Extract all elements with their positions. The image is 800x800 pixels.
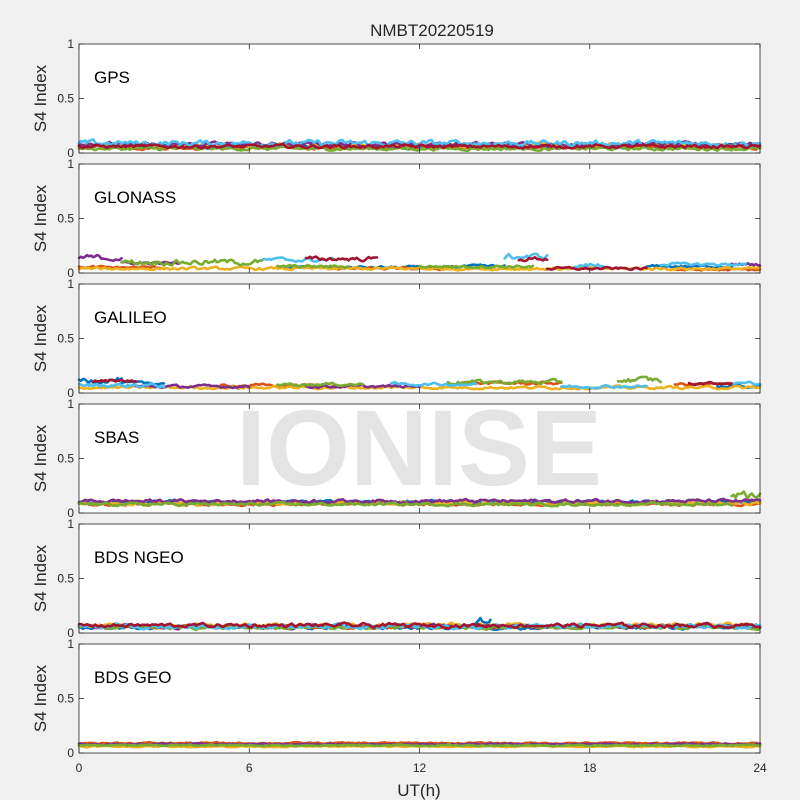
watermark-text: IONISE [236,387,602,508]
y-axis-label: S4 Index [31,184,50,252]
series-4-segment [120,258,265,267]
series-4-segment [730,490,762,500]
plot-area [79,44,760,153]
series-4-segment [276,381,365,388]
panel-galileo: 0 0.5 1 S4 Index GALILEO [31,277,762,400]
constellation-label: GLONASS [94,188,176,207]
y-tick-label: 1 [67,37,74,51]
panel-bds-ngeo: 0 0.5 1 S4 Index BDS NGEO [31,517,762,640]
y-tick-label: 1 [67,157,74,171]
series-6-segment [77,621,762,630]
plot-area [79,524,760,633]
plot-area [79,164,760,273]
y-tick-label: 0.5 [57,92,74,106]
plot-area [79,404,760,513]
series-5-segment [389,380,478,388]
series-3-segment [77,497,762,505]
constellation-label: GPS [94,68,130,87]
series-4-segment [446,377,563,386]
y-tick-label: 0 [67,386,74,400]
series-4-segment [276,263,350,269]
y-axis-label: S4 Index [31,544,50,612]
y-axis-label: S4 Index [31,64,50,132]
x-axis: 0 6 12 18 24 [76,761,767,775]
series-3-segment [134,383,251,390]
y-axis-label: S4 Index [31,664,50,732]
series-6-segment [687,380,733,387]
series-0-segment [474,616,492,625]
series-4-segment [616,375,663,384]
panel-bds-geo: 0 0.5 1 S4 Index BDS GEO [31,637,762,760]
series-4-segment [77,743,762,748]
series-4-segment [418,264,535,270]
y-axis-label: S4 Index [31,424,50,492]
x-tick-label: 0 [76,761,83,775]
panels-group: 0 0.5 1 S4 Index GPS 0 0.5 1 S4 Index GLONASS 0 0.5… [31,37,762,760]
constellation-label: SBAS [94,428,139,447]
series-6-segment [545,265,648,272]
constellation-label: BDS GEO [94,668,171,687]
constellation-label: BDS NGEO [94,548,184,567]
series-5-segment [560,383,648,390]
y-tick-label: 1 [67,637,74,651]
x-tick-label: 24 [753,761,767,775]
y-tick-label: 0 [67,266,74,280]
series-5-segment [730,380,762,387]
y-tick-label: 0.5 [57,572,74,586]
y-tick-label: 1 [67,517,74,531]
y-tick-label: 1 [67,277,74,291]
x-tick-label: 18 [583,761,597,775]
series-5-segment [503,252,549,261]
y-axis-label: S4 Index [31,304,50,372]
constellation-label: GALILEO [94,308,167,327]
series-6-segment [517,255,549,263]
y-tick-label: 0 [67,146,74,160]
panel-gps: 0 0.5 1 S4 Index GPS [31,37,762,160]
series-6-segment [77,143,762,150]
series-6-segment [91,378,138,384]
panel-sbas: 0 0.5 1 S4 Index SBAS [31,397,762,520]
y-tick-label: 0 [67,626,74,640]
x-axis-label: UT(h) [397,781,440,800]
y-tick-label: 0.5 [57,212,74,226]
y-tick-label: 1 [67,397,74,411]
x-tick-label: 12 [413,761,427,775]
plot-area [79,284,760,393]
series-1-segment [77,264,166,271]
series-5-segment [77,382,166,389]
series-6-segment [304,255,379,263]
y-tick-label: 0 [67,506,74,520]
series-3-segment [77,253,123,263]
y-tick-label: 0.5 [57,692,74,706]
series-5-segment [574,262,606,269]
y-tick-label: 0.5 [57,452,74,466]
figure-title: NMBT20220519 [370,21,494,40]
x-tick-label: 6 [246,761,253,775]
series-5-segment [659,261,748,267]
plot-area [79,644,760,753]
series-4-segment [77,500,733,508]
y-tick-label: 0 [67,746,74,760]
panel-glonass: 0 0.5 1 S4 Index GLONASS [31,157,762,280]
y-tick-label: 0.5 [57,332,74,346]
